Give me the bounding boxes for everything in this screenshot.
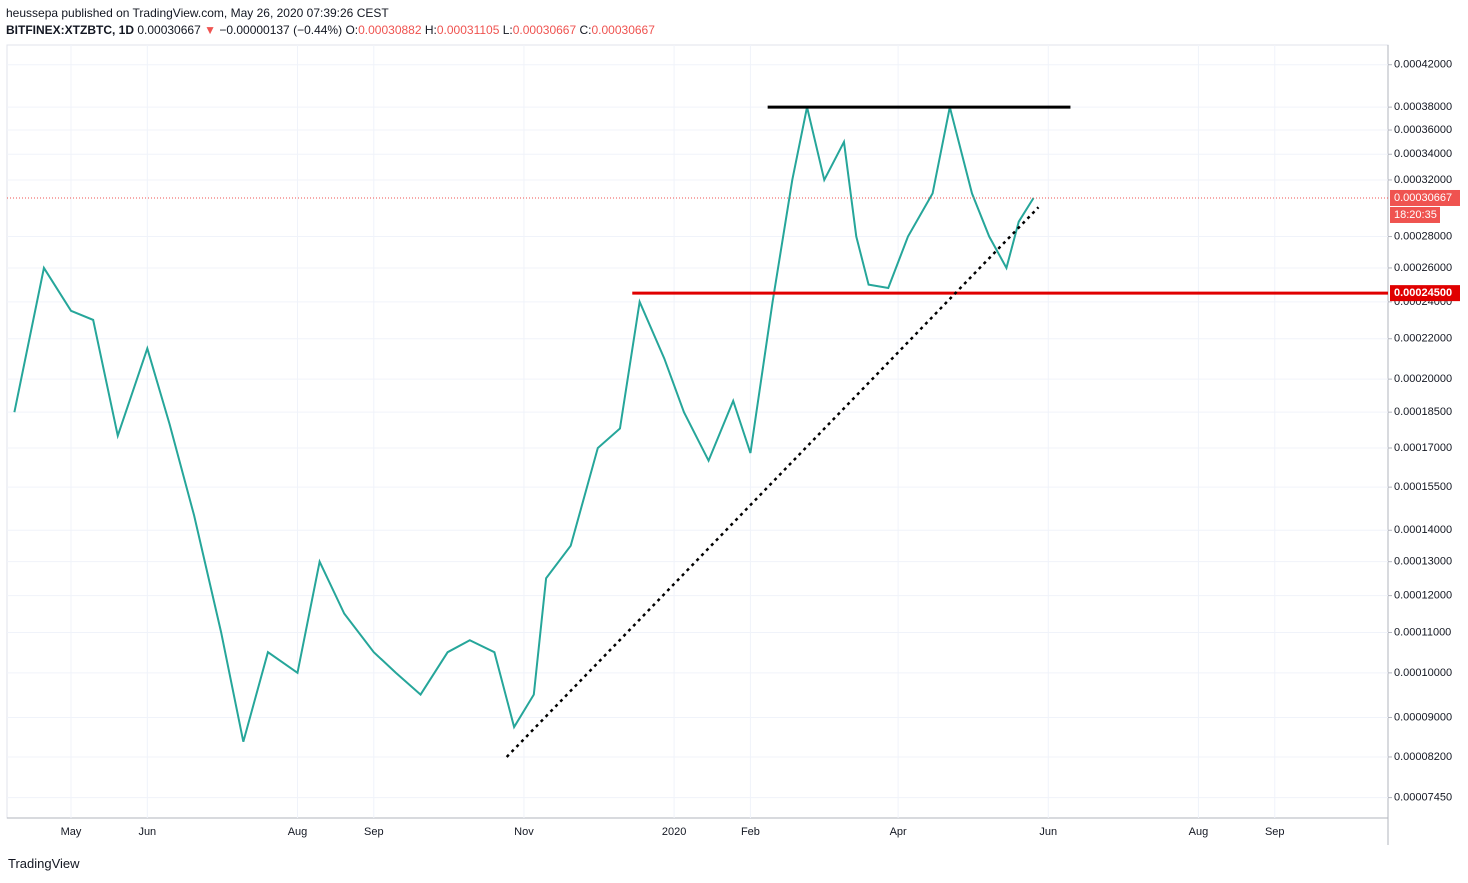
- x-tick-label: 2020: [662, 826, 686, 838]
- countdown: 18:20:35: [1394, 209, 1437, 221]
- x-tick-label: Sep: [364, 826, 384, 838]
- y-tick-label: 0.00011000: [1394, 626, 1451, 638]
- chart: 0.00042000 0.00038000 0.00036000 0.00034000…: [6, 44, 1460, 845]
- x-tick-label: Jun: [1039, 826, 1057, 838]
- y-tick-label: 0.00022000: [1394, 333, 1452, 345]
- price-line: [13, 106, 1035, 742]
- y-tick-label: 0.00009000: [1394, 711, 1452, 723]
- y-tick-label: 0.00017000: [1394, 442, 1452, 454]
- y-tick-label: 0.00008200: [1394, 751, 1452, 763]
- y-tick-label: 0.00007450: [1394, 792, 1452, 804]
- drawn-line: [505, 206, 1040, 758]
- support-tag: [1390, 285, 1460, 302]
- last-price-label: 0.00030667: [1394, 192, 1452, 204]
- arrow: ▼: [204, 23, 216, 37]
- o: 0.00030882: [358, 23, 422, 37]
- y-tick-label: 0.00028000: [1394, 230, 1452, 242]
- last-price-tag: [1390, 189, 1460, 206]
- o-label: O:: [345, 23, 359, 37]
- y-tick-label: 0.00015500: [1394, 481, 1452, 493]
- x-tick-label: Jun: [138, 826, 156, 838]
- last: 0.00030667: [137, 23, 201, 37]
- h: 0.00031105: [436, 23, 500, 37]
- y-tick-label: 0.00032000: [1394, 174, 1452, 186]
- y-tick-label: 0.00020000: [1394, 373, 1452, 385]
- y-tick-label: 0.00013000: [1394, 556, 1452, 568]
- ohlc: BITFINEX:XTZBTC, 1D 0.00030667 ▼ −0.0000…: [6, 22, 655, 39]
- x-tick-label: Sep: [1265, 826, 1285, 838]
- x-tick-label: Nov: [514, 826, 534, 838]
- y-tick-label: 0.00038000: [1394, 101, 1452, 113]
- y-tick-label: 0.00042000: [1394, 59, 1452, 71]
- support-label: 0.00024500: [1394, 287, 1452, 299]
- header: heussepa published on TradingView.com, M…: [6, 5, 655, 39]
- x-tick-label: Aug: [1189, 826, 1209, 838]
- c: 0.00030667: [591, 23, 655, 37]
- change: −0.00000137 (−0.44%): [219, 23, 343, 37]
- x-tick-label: Aug: [288, 826, 308, 838]
- y-tick-label: 0.00018500: [1394, 406, 1452, 418]
- symbol: BITFINEX:XTZBTC, 1D: [6, 23, 134, 37]
- h-label: H:: [424, 23, 437, 37]
- logo: TradingView: [8, 856, 80, 871]
- countdown-tag: [1390, 206, 1440, 223]
- c-label: C:: [579, 23, 592, 37]
- plot-frame: [6, 44, 1389, 819]
- publisher: heussepa published on TradingView.com, M…: [6, 6, 389, 20]
- l-label: L:: [502, 23, 513, 37]
- y-tick-label: 0.00036000: [1394, 124, 1452, 136]
- y-tick-label: 0.00034000: [1394, 148, 1452, 160]
- l: 0.00030667: [512, 23, 577, 37]
- y-tick-label: 0.00010000: [1394, 667, 1452, 679]
- x-tick-label: May: [61, 826, 82, 838]
- y-tick-label: 0.00012000: [1394, 590, 1452, 602]
- y-tick-label: 0.00026000: [1394, 262, 1452, 274]
- y-tick-label: 0.00014000: [1394, 524, 1452, 536]
- x-tick-label: Apr: [890, 826, 907, 838]
- x-tick-label: Feb: [741, 826, 760, 838]
